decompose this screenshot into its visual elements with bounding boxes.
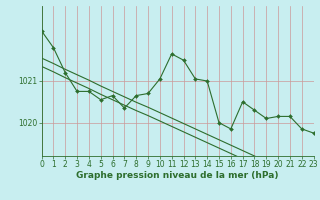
X-axis label: Graphe pression niveau de la mer (hPa): Graphe pression niveau de la mer (hPa): [76, 171, 279, 180]
